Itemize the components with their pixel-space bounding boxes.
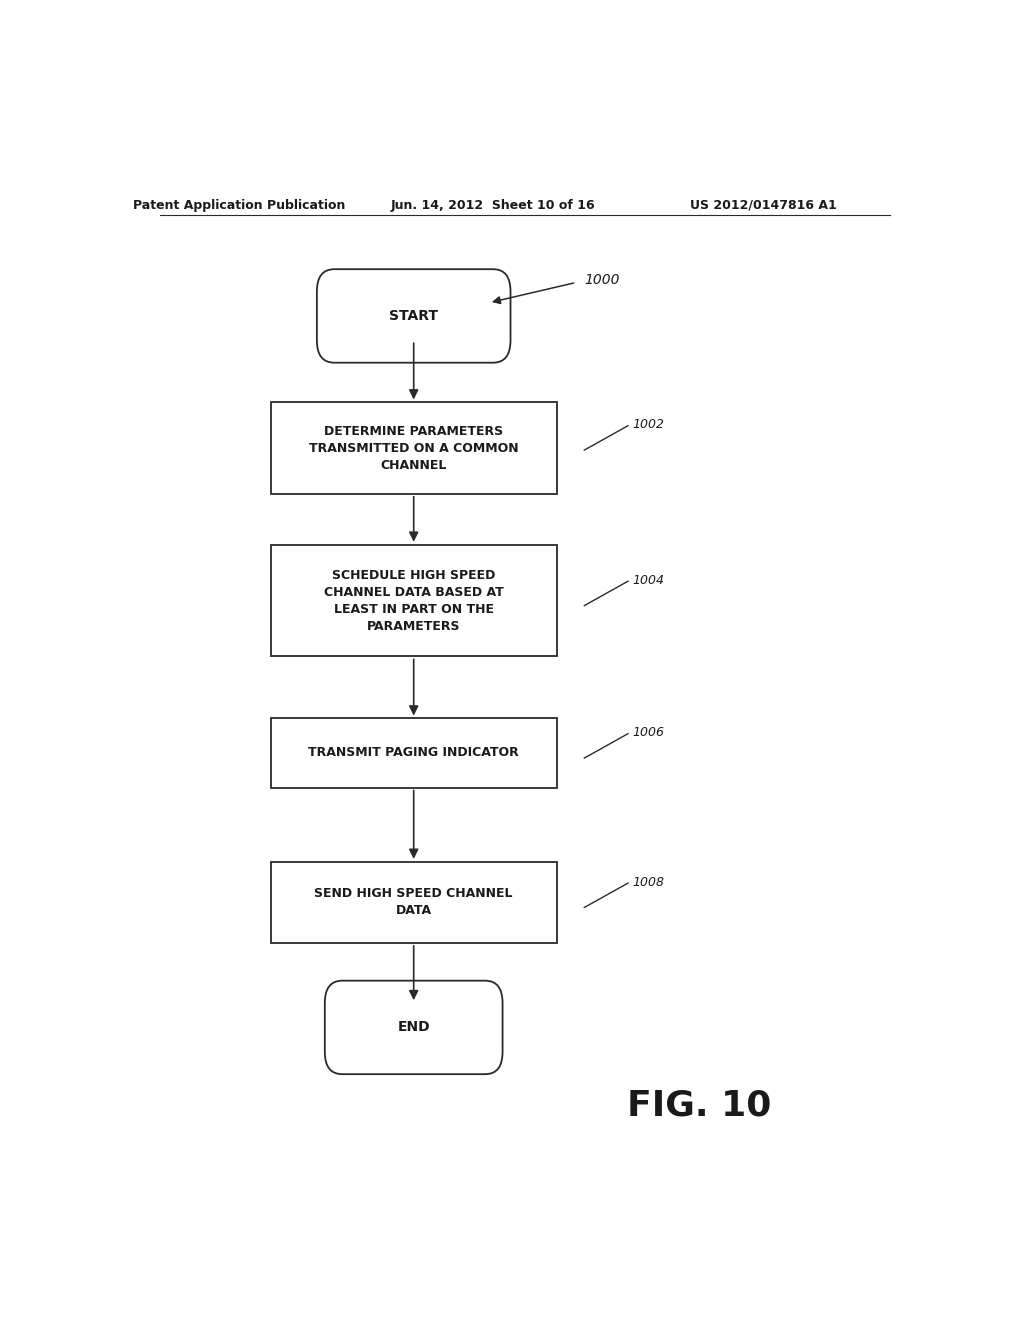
Text: DETERMINE PARAMETERS
TRANSMITTED ON A COMMON
CHANNEL: DETERMINE PARAMETERS TRANSMITTED ON A CO… (309, 425, 518, 471)
Text: TRANSMIT PAGING INDICATOR: TRANSMIT PAGING INDICATOR (308, 747, 519, 759)
Text: SEND HIGH SPEED CHANNEL
DATA: SEND HIGH SPEED CHANNEL DATA (314, 887, 513, 917)
Bar (270, 718, 557, 788)
Text: SCHEDULE HIGH SPEED
CHANNEL DATA BASED AT
LEAST IN PART ON THE
PARAMETERS: SCHEDULE HIGH SPEED CHANNEL DATA BASED A… (324, 569, 504, 632)
Text: FIG. 10: FIG. 10 (628, 1089, 771, 1123)
Text: 1002: 1002 (632, 418, 664, 432)
FancyBboxPatch shape (316, 269, 511, 363)
Text: Jun. 14, 2012  Sheet 10 of 16: Jun. 14, 2012 Sheet 10 of 16 (391, 198, 595, 211)
FancyBboxPatch shape (325, 981, 503, 1074)
Text: END: END (397, 1020, 430, 1035)
Bar (270, 862, 557, 942)
Bar (270, 545, 557, 656)
Bar (270, 403, 557, 494)
Text: 1008: 1008 (632, 875, 664, 888)
Text: 1006: 1006 (632, 726, 664, 739)
Text: Patent Application Publication: Patent Application Publication (133, 198, 345, 211)
Text: 1000: 1000 (585, 273, 620, 288)
Text: US 2012/0147816 A1: US 2012/0147816 A1 (689, 198, 837, 211)
Text: 1004: 1004 (632, 574, 664, 586)
Text: START: START (389, 309, 438, 323)
